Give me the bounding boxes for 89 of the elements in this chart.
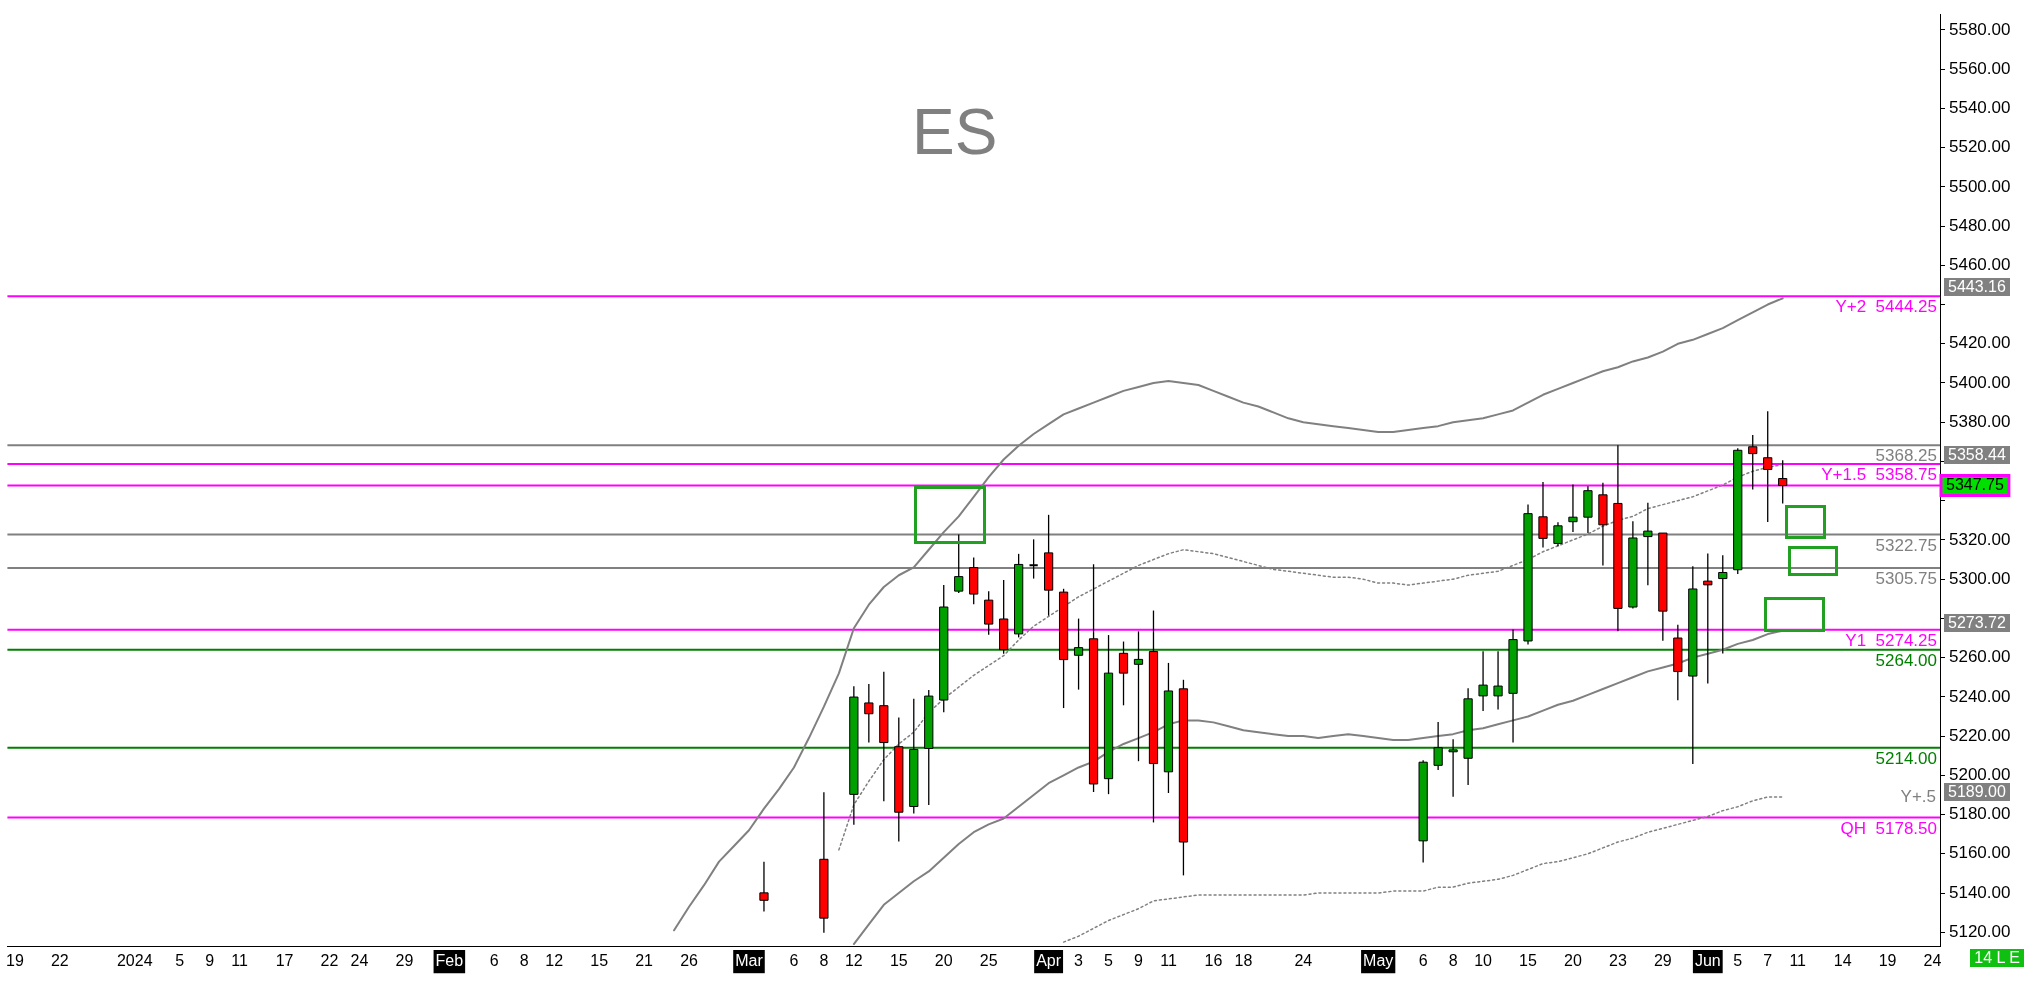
x-tick-label: May — [1363, 952, 1394, 970]
x-tick-label: 20 — [1564, 952, 1582, 970]
y-tick-label: 5140.00 — [1949, 882, 2011, 902]
x-tick-label: 5 — [1733, 952, 1743, 970]
x-tick-label: 15 — [590, 952, 609, 970]
y-tick-label: 5480.00 — [1949, 215, 2011, 235]
ref-line-label: 5368.25 — [1875, 446, 1937, 466]
x-tick-label: 11 — [1160, 952, 1177, 970]
x-tick-label: 25 — [979, 952, 998, 970]
candlestick — [1028, 538, 1039, 580]
x-tick-label: 24 — [1923, 952, 1942, 970]
ref-line-label: Y+2 5444.25 — [1835, 297, 1937, 317]
x-tick-label: 6 — [489, 952, 499, 970]
x-tick-label: 16 — [1204, 952, 1223, 970]
candlestick — [759, 861, 769, 913]
x-tick-label: 6 — [1418, 952, 1428, 970]
candlestick — [1553, 521, 1563, 547]
y-tick-label: 5380.00 — [1949, 411, 2011, 431]
x-tick-label: 29 — [1653, 952, 1672, 970]
x-tick-label: 22 — [320, 952, 339, 970]
x-tick-label: 8 — [519, 952, 529, 970]
y-tick-label: 5580.00 — [1949, 19, 2011, 39]
y-tick-label: 5220.00 — [1949, 725, 2011, 745]
y-tick-label: 5500.00 — [1949, 176, 2011, 196]
ref-line-label: 5264.00 — [1875, 650, 1937, 670]
x-tick-label: 8 — [1448, 952, 1458, 970]
x-tick-label: 22 — [50, 952, 69, 970]
x-tick-label: Jun — [1694, 952, 1721, 970]
x-tick-label: 11 — [231, 952, 249, 970]
x-tick-label: 9 — [205, 952, 215, 970]
x-tick-label: 2024 — [116, 952, 153, 970]
x-tick-label: 19 — [1878, 952, 1897, 970]
x-tick-label: 8 — [819, 952, 829, 970]
x-tick-label: 15 — [889, 952, 908, 970]
x-tick-label: 17 — [275, 952, 294, 970]
y-tick-label: 5540.00 — [1949, 98, 2011, 118]
line-series — [1062, 796, 1784, 943]
ref-line-label: QH 5178.50 — [1840, 818, 1937, 838]
text: 5358.44 — [1944, 446, 2010, 464]
x-tick-label: 15 — [1519, 952, 1538, 970]
x-tick-label: 21 — [635, 952, 654, 970]
x-tick-label: 3 — [1074, 952, 1084, 970]
ref-line-label: 5322.75 — [1875, 535, 1937, 555]
y-tick-label: 5400.00 — [1949, 372, 2011, 392]
y-tick-label: 5420.00 — [1949, 333, 2011, 353]
y-tick-label: 5120.00 — [1949, 921, 2011, 941]
y-tick-label: 5180.00 — [1949, 804, 2011, 824]
text: 14 L E — [1970, 949, 2024, 967]
x-tick-label: 14 — [1833, 952, 1852, 970]
y-tick-label: 5320.00 — [1949, 529, 2011, 549]
x-tick-label: 12 — [545, 952, 564, 970]
text: 5443.16 — [1944, 278, 2010, 296]
text: 5347.75 — [1946, 475, 2004, 493]
text: 5273.72 — [1944, 614, 2010, 632]
y-tick-label: 5160.00 — [1949, 843, 2011, 863]
x-tick-label: 20 — [934, 952, 953, 970]
x-tick-label: 24 — [350, 952, 369, 970]
x-tick-label: 12 — [844, 952, 863, 970]
y-tick-label: 5260.00 — [1949, 647, 2011, 667]
x-tick-label: Mar — [735, 952, 764, 970]
legend-label: Y+.5 — [1900, 786, 1936, 806]
x-tick-label: 26 — [680, 952, 699, 970]
x-tick-label: 10 — [1474, 952, 1493, 970]
x-tick-label: 5 — [1104, 952, 1114, 970]
x-tick-label: 29 — [395, 952, 414, 970]
x-tick-label: 18 — [1234, 952, 1253, 970]
x-tick-label: 19 — [6, 952, 24, 970]
y-tick-label: 5300.00 — [1949, 568, 2011, 588]
y-tick-label: 5520.00 — [1949, 137, 2011, 157]
x-tick-label: 6 — [789, 952, 799, 970]
y-tick-label: 5560.00 — [1949, 58, 2011, 78]
ref-line-label: 5214.00 — [1875, 749, 1937, 769]
y-tick-label: 5460.00 — [1949, 254, 2011, 274]
x-tick-label: 11 — [1789, 952, 1807, 970]
candlestick — [1538, 481, 1548, 549]
text: ES — [912, 96, 998, 168]
x-tick-label: 7 — [1763, 952, 1773, 970]
x-tick-label: 23 — [1609, 952, 1627, 970]
ref-line-label: Y1 5274.25 — [1845, 630, 1937, 650]
x-tick-label: Apr — [1036, 952, 1062, 970]
x-tick-label: 24 — [1294, 952, 1313, 970]
y-tick-label: 5200.00 — [1949, 765, 2011, 785]
text: 5189.00 — [1944, 783, 2010, 801]
ref-line-label: 5305.75 — [1875, 569, 1937, 589]
ref-line-label: Y+1.5 5358.75 — [1821, 465, 1937, 485]
y-tick-label: 5240.00 — [1949, 686, 2011, 706]
x-tick-label: Feb — [435, 952, 464, 970]
x-tick-label: 9 — [1134, 952, 1144, 970]
x-tick-label: 5 — [175, 952, 185, 970]
